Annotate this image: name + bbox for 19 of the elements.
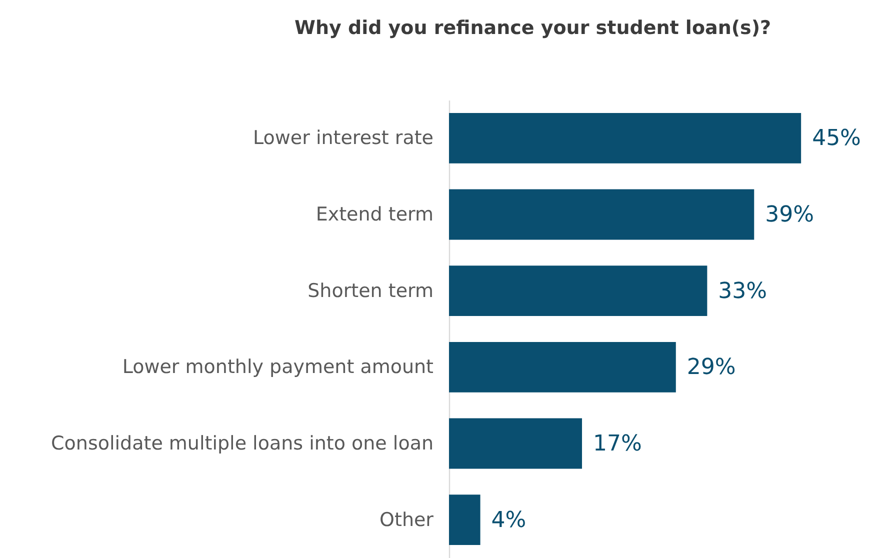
y-tick-label: Extend term [316,204,434,226]
bar [449,494,480,546]
y-tick-label: Shorten term [308,280,434,302]
bar [449,418,582,469]
bar [449,266,708,316]
data-label: 39% [765,202,814,228]
y-tick-label: Lower interest rate [253,127,434,150]
data-label: 33% [718,278,768,304]
data-label: 17% [593,432,642,456]
data-label: 45% [812,126,861,152]
bar [449,342,676,392]
chart-title: Why did you refinance your student loan(s)? [294,17,772,39]
bar [449,112,802,164]
y-tick-label: Other [380,508,434,531]
y-tick-label: Consolidate multiple loans into one loan [51,432,434,454]
bar [449,189,754,240]
y-tick-label: Lower monthly payment amount [122,356,434,378]
data-label: 4% [491,508,526,533]
data-label: 29% [686,355,736,380]
